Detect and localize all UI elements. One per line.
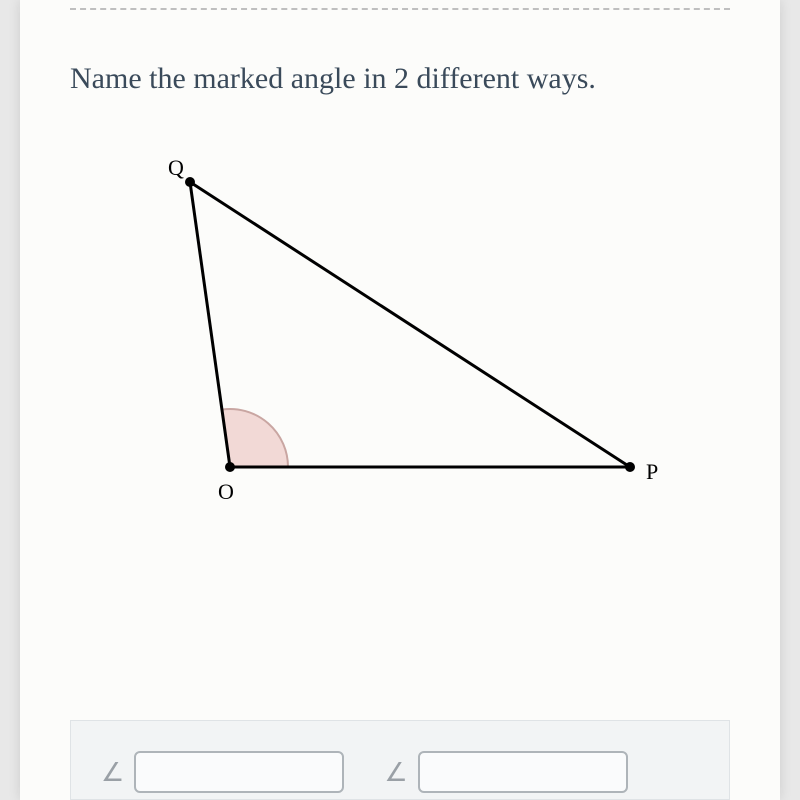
question-text: Name the marked angle in 2 different way… <box>70 56 730 101</box>
answer-input-2[interactable] <box>418 751 628 793</box>
answer-slot-1: ∠ <box>101 751 344 793</box>
angle-icon: ∠ <box>101 757 124 788</box>
top-divider <box>70 8 730 10</box>
triangle-diagram: Q O P <box>70 147 670 517</box>
label-q: Q <box>168 155 184 180</box>
vertex-q <box>185 177 195 187</box>
angle-marker <box>222 409 288 467</box>
answer-input-1[interactable] <box>134 751 344 793</box>
worksheet-page: Name the marked angle in 2 different way… <box>20 0 780 800</box>
vertex-p <box>625 462 635 472</box>
diagram-container: Q O P <box>70 147 730 517</box>
label-p: P <box>646 459 658 484</box>
side-qo <box>190 182 230 467</box>
answer-panel: ∠ ∠ <box>70 720 730 800</box>
answer-slot-2: ∠ <box>384 751 627 793</box>
angle-icon: ∠ <box>384 757 407 788</box>
label-o: O <box>218 479 234 504</box>
vertex-o <box>225 462 235 472</box>
